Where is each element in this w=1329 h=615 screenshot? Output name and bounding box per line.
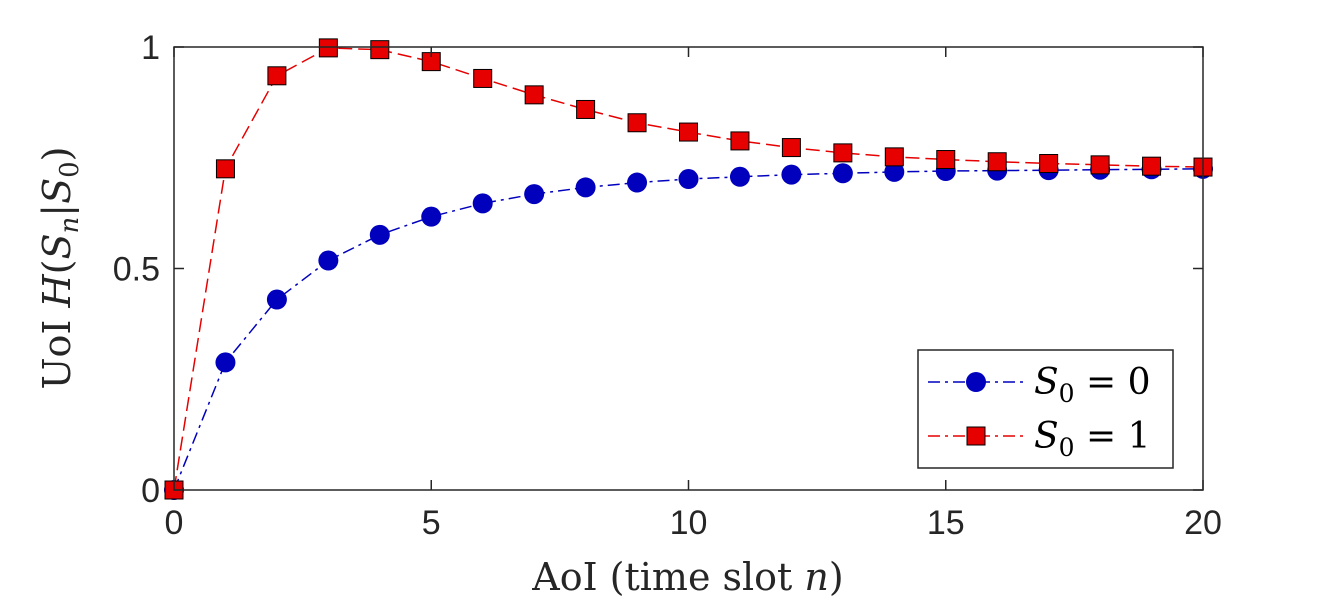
legend-box bbox=[917, 349, 1174, 469]
data-point bbox=[370, 40, 390, 60]
x-tick-label: 20 bbox=[1184, 504, 1222, 542]
x-tick-label: 0 bbox=[165, 504, 184, 542]
data-point bbox=[472, 193, 493, 214]
data-point bbox=[318, 250, 339, 271]
y-tick-label: 0.5 bbox=[113, 251, 160, 289]
data-point bbox=[832, 163, 853, 184]
data-point bbox=[781, 164, 802, 185]
y-axis-title: UoI H(Sn|S0) bbox=[35, 147, 85, 390]
data-point bbox=[318, 38, 338, 58]
y-tick-label: 1 bbox=[141, 29, 160, 67]
data-point bbox=[1039, 154, 1059, 174]
x-tick-label: 10 bbox=[670, 504, 708, 542]
series-layer bbox=[164, 38, 1213, 500]
data-point bbox=[524, 184, 545, 205]
data-point bbox=[421, 206, 442, 227]
data-point bbox=[576, 99, 596, 119]
legend-marker-s0-0 bbox=[966, 372, 986, 392]
data-point bbox=[473, 68, 493, 88]
ticks-layer: 0 5 10 15 20 0 0.5 1 bbox=[113, 29, 1222, 542]
legend-label-s0-0: S0 = 0 bbox=[1034, 362, 1151, 408]
y-tick-label: 0 bbox=[141, 472, 160, 510]
series-1 bbox=[164, 38, 1213, 500]
data-point bbox=[627, 172, 648, 193]
data-point bbox=[936, 150, 956, 170]
data-point bbox=[266, 289, 287, 310]
x-tick-label: 5 bbox=[422, 504, 441, 542]
data-point bbox=[729, 166, 750, 187]
x-tick-label: 15 bbox=[927, 504, 965, 542]
legend-marker-s0-1 bbox=[966, 426, 986, 446]
data-point bbox=[833, 143, 853, 163]
data-point bbox=[1090, 155, 1110, 175]
data-point bbox=[884, 161, 905, 182]
data-point bbox=[369, 224, 390, 245]
data-point bbox=[884, 147, 904, 167]
data-point bbox=[987, 152, 1007, 172]
legend-label-s0-1: S0 = 1 bbox=[1034, 416, 1151, 462]
data-point bbox=[215, 159, 235, 179]
legend-entry-s0-0: S0 = 0 bbox=[928, 362, 1151, 408]
data-point bbox=[679, 122, 698, 142]
data-point bbox=[781, 138, 801, 158]
data-point bbox=[627, 113, 647, 133]
x-axis-title: AoI (time slot n) bbox=[531, 555, 843, 599]
data-point bbox=[524, 85, 544, 105]
data-point bbox=[267, 66, 287, 86]
data-point bbox=[678, 169, 699, 190]
data-point bbox=[730, 131, 750, 151]
legend: S0 = 0 S0 = 1 bbox=[917, 349, 1174, 469]
legend-entry-s0-1: S0 = 1 bbox=[928, 416, 1151, 462]
data-point bbox=[215, 352, 236, 373]
data-point bbox=[1142, 156, 1162, 176]
data-point bbox=[575, 177, 596, 198]
